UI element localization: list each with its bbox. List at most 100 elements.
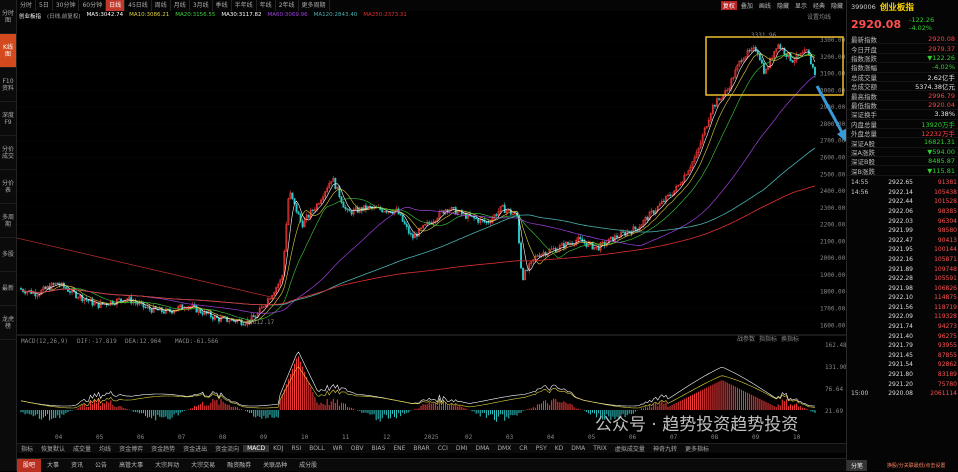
period-tab-5[interactable]: 45日线	[125, 0, 152, 11]
period-tab-9[interactable]: 季线	[213, 0, 232, 11]
toolbar-btn-0[interactable]: 复权	[720, 1, 737, 10]
period-tab-13[interactable]: 更多周期	[299, 0, 330, 11]
indicator-tab-25[interactable]: TRIX	[593, 445, 607, 452]
period-tab-11[interactable]: 年线	[257, 0, 276, 11]
indicator-tab-26[interactable]: 虚拟成交量	[614, 446, 645, 453]
period-tab-8[interactable]: 3月线	[190, 0, 213, 11]
toolbar-btn-5[interactable]: 经典	[812, 3, 825, 10]
indicator-tab-22[interactable]: PSY	[535, 445, 547, 452]
indicator-tab-16[interactable]: BRAR	[413, 445, 430, 452]
left-nav-1[interactable]: K线图	[0, 34, 16, 68]
y-tick: 2100.00	[820, 238, 846, 245]
stat-row: 指数涨幅 -4.02%	[847, 63, 958, 73]
toolbar-btn-4[interactable]: 显示	[794, 3, 807, 10]
indicator-tab-28[interactable]: 更多指标	[684, 446, 709, 453]
candle-body	[162, 311, 165, 314]
indicator-tab-23[interactable]: KD	[554, 445, 564, 452]
info-tab-3[interactable]: 公告	[95, 461, 108, 469]
indicator-tab-14[interactable]: BIAS	[371, 445, 386, 452]
indicator-tab-1[interactable]: 恢复默认	[41, 446, 66, 453]
period-tab-10[interactable]: 半年线	[232, 0, 257, 11]
info-tab-2[interactable]: 资讯	[71, 461, 84, 469]
indicator-tab-24[interactable]: DMA	[571, 445, 586, 452]
toolbar-btn-1[interactable]: 叠加	[740, 3, 753, 10]
indicator-tab-27[interactable]: 神奇九转	[652, 446, 677, 453]
left-nav-0[interactable]: 分时图	[0, 0, 16, 34]
candle-body	[201, 312, 204, 315]
candle-body	[687, 170, 690, 175]
candle-body	[62, 282, 65, 288]
tick-row: 2921.99 98580	[888, 227, 957, 235]
indicator-tab-2[interactable]: 成交量	[73, 446, 92, 453]
indicator-tab-7[interactable]: 资金流向	[215, 446, 240, 453]
info-tab-8[interactable]: 关联品种	[263, 461, 288, 469]
period-tab-7[interactable]: 月线	[171, 0, 190, 11]
indicator-tab-11[interactable]: BOLL	[309, 445, 325, 452]
macd-tool-1[interactable]: 指指标	[759, 335, 777, 343]
x-tick: 11	[342, 434, 350, 441]
stat-row: 深B涨跌 ▼115.81	[847, 166, 958, 176]
indicator-tab-19[interactable]: DMA	[475, 445, 490, 452]
y-tick: 1800.00	[820, 289, 846, 296]
indicator-tab-21[interactable]: CR	[519, 445, 528, 452]
candle-body	[769, 57, 772, 68]
indicator-tab-17[interactable]: CCI	[437, 445, 448, 452]
indicator-tab-15[interactable]: ENE	[393, 445, 406, 452]
left-nav-7[interactable]: 多股	[0, 238, 16, 272]
period-tab-3[interactable]: 60分钟	[79, 0, 107, 11]
x-tick: 09	[752, 434, 760, 441]
left-nav-4[interactable]: 分价成交	[0, 136, 16, 170]
info-tab-7[interactable]: 融资融券	[227, 461, 252, 469]
stat-row: 最低指数 2920.04	[847, 101, 958, 111]
toolbar-btn-3[interactable]: 隐藏	[776, 3, 789, 10]
indicator-tab-8[interactable]: MACD	[243, 445, 270, 452]
info-tab-6[interactable]: 大宗交易	[191, 461, 216, 469]
kline-chart[interactable]: 3300.00 3200.00 3100.00 3000.00 2900.00 2800.…	[17, 10, 846, 442]
indicator-tab-13[interactable]: OBV	[350, 445, 364, 452]
x-tick: 10	[301, 434, 309, 441]
y-tick: 2400.00	[820, 188, 846, 195]
toolbar-btn-6[interactable]: 隐藏	[830, 3, 843, 10]
indicator-tab-4[interactable]: 资金博弈	[119, 446, 144, 453]
period-tab-6[interactable]: 周线	[152, 0, 171, 11]
info-tab-0[interactable]: 股吧	[17, 458, 42, 472]
info-tab-4[interactable]: 高管大事	[119, 461, 144, 469]
macd-tool-0[interactable]: 战参数	[737, 335, 755, 343]
candle-body	[69, 291, 71, 293]
indicator-tab-6[interactable]: 资金进出	[183, 446, 208, 453]
candle-body	[738, 60, 741, 66]
indicator-tab-3[interactable]: 均线	[99, 446, 112, 453]
left-nav-6[interactable]: 多周期	[0, 204, 16, 238]
left-nav-3[interactable]: 深度F9	[0, 102, 16, 136]
fenbi-tab[interactable]: 分笔	[847, 459, 868, 471]
indicator-tab-9[interactable]: KDJ	[273, 445, 284, 452]
toolbar-btn-2[interactable]: 画线	[758, 3, 771, 10]
settings-label[interactable]: 设置均线	[807, 13, 831, 21]
indicator-tab-18[interactable]: DMI	[455, 445, 468, 452]
y-tick: 2200.00	[820, 222, 846, 229]
left-nav-9[interactable]: 龙虎榜	[0, 306, 16, 340]
period-tab-0[interactable]: 分时	[17, 0, 37, 11]
indicator-tab-12[interactable]: WR	[332, 445, 343, 452]
period-tab-12[interactable]: 2年线	[276, 0, 299, 11]
indicator-tab-10[interactable]: RSI	[291, 445, 302, 452]
period-tab-1[interactable]: 5日	[36, 0, 53, 11]
indicator-tab-5[interactable]: 资金趋势	[151, 446, 176, 453]
info-tab-9[interactable]: 成分股	[299, 461, 318, 469]
indicator-tab-20[interactable]: DMX	[497, 445, 512, 452]
candle-body	[720, 98, 723, 100]
macd-tool-2[interactable]: 换指标	[781, 335, 799, 343]
left-nav-2[interactable]: F10资料	[0, 68, 16, 102]
left-nav-5[interactable]: 分价表	[0, 170, 16, 204]
candle-body	[756, 50, 759, 54]
candle-body	[765, 69, 767, 74]
info-tab-5[interactable]: 大宗异动	[155, 461, 180, 469]
indicator-tab-0[interactable]: 指标	[21, 446, 34, 453]
period-tab-2[interactable]: 30分钟	[53, 0, 80, 11]
info-tab-1[interactable]: 大事	[47, 461, 60, 469]
candle-body	[758, 53, 761, 61]
bottom-link[interactable]: 换股/分关联最低/点击设置	[887, 462, 946, 469]
y-tick: 2700.00	[820, 138, 846, 145]
left-nav-8[interactable]: 最新	[0, 272, 16, 306]
period-tab-4[interactable]: 日线	[106, 0, 126, 11]
